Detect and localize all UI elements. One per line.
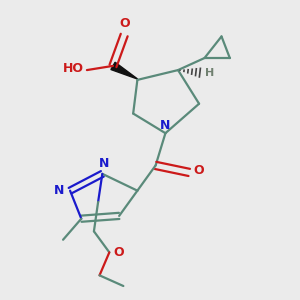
Text: N: N: [98, 158, 109, 170]
Polygon shape: [111, 62, 138, 79]
Text: O: O: [113, 246, 124, 259]
Text: O: O: [194, 164, 204, 177]
Text: H: H: [205, 68, 214, 78]
Text: HO: HO: [63, 62, 84, 75]
Text: O: O: [119, 17, 130, 30]
Text: N: N: [54, 184, 64, 197]
Text: N: N: [160, 119, 171, 132]
